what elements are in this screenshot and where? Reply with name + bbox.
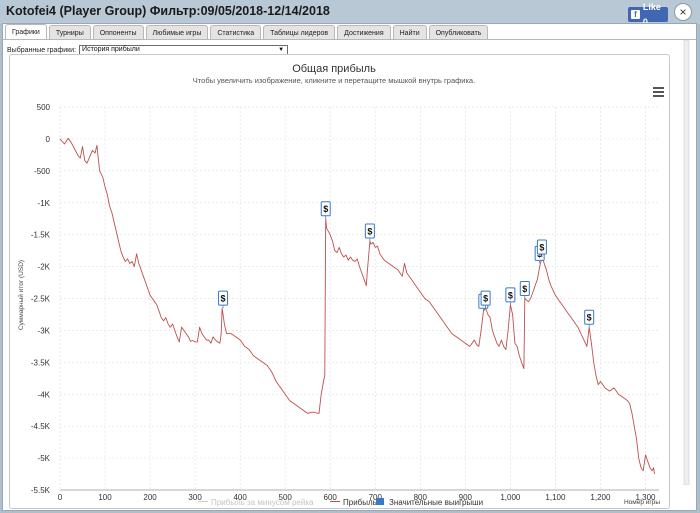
tab-2[interactable]: Оппоненты xyxy=(92,25,144,40)
x-tick-label: 800 xyxy=(414,493,428,502)
significant-win-marker[interactable]: $ xyxy=(218,290,229,309)
close-button[interactable]: × xyxy=(674,3,692,21)
significant-wins-layer[interactable]: $$$$$$$$$$ xyxy=(218,201,595,328)
profit-chart[interactable]: Общая прибыль Чтобы увеличить изображени… xyxy=(10,55,669,508)
chart-selector-value: История прибыли xyxy=(82,46,140,53)
significant-win-label: $ xyxy=(367,227,372,237)
legend-label: Прибыль xyxy=(343,498,377,507)
y-tick-label: 500 xyxy=(37,103,51,112)
y-tick-label: -1.5K xyxy=(31,231,51,240)
significant-win-label: $ xyxy=(221,294,226,304)
chart-selector-label: Выбранные графики: xyxy=(7,46,77,54)
series-layer xyxy=(59,137,655,475)
legend-item-1[interactable]: Прибыль xyxy=(330,498,377,507)
tab-4[interactable]: Статистика xyxy=(210,25,262,40)
tab-0[interactable]: Графики xyxy=(5,24,47,40)
significant-win-marker[interactable]: $ xyxy=(536,239,547,258)
y-axis-label: Суммарный итог (USD) xyxy=(17,260,25,330)
significant-win-label: $ xyxy=(539,243,544,253)
x-tick-label: 1,100 xyxy=(545,493,566,502)
significant-win-marker[interactable]: $ xyxy=(519,281,530,299)
x-tick-label: 1,300 xyxy=(635,493,656,502)
y-tick-label: 0 xyxy=(46,135,51,144)
chart-container[interactable]: Общая прибыль Чтобы увеличить изображени… xyxy=(9,54,670,509)
series-line-profit xyxy=(59,137,655,475)
legend-swatch xyxy=(376,498,384,505)
y-tick-label: -3K xyxy=(38,326,51,335)
significant-win-marker[interactable]: $ xyxy=(320,201,331,219)
x-tick-label: 0 xyxy=(58,493,63,502)
facebook-like-label: Like 0 xyxy=(642,1,661,27)
x-tick-label: 1,000 xyxy=(500,493,521,502)
tab-divider xyxy=(3,39,696,40)
legend-label: Значительные выигрыши xyxy=(389,498,483,507)
window-title: Kotofei4 (Player Group) Фильтр:09/05/201… xyxy=(6,4,330,18)
x-tick-label: 300 xyxy=(188,493,202,502)
legend-item-2[interactable]: Значительные выигрыши xyxy=(376,498,483,507)
x-tick-label: 200 xyxy=(143,493,157,502)
y-tick-label: -3.5K xyxy=(31,358,51,367)
chart-subtitle: Чтобы увеличить изображение, кликните и … xyxy=(193,76,475,85)
tab-7[interactable]: Найти xyxy=(392,25,427,40)
legend-item-0[interactable]: Прибыль за минусом рейка xyxy=(198,498,314,507)
tab-5[interactable]: Таблицы лидеров xyxy=(263,25,336,40)
facebook-icon: f xyxy=(631,10,640,19)
y-tick-label: -4K xyxy=(38,390,51,399)
chevron-down-icon: ▼ xyxy=(278,47,285,53)
title-bar: Kotofei4 (Player Group) Фильтр:09/05/201… xyxy=(0,0,700,27)
significant-win-marker[interactable]: $ xyxy=(584,309,595,328)
tab-3[interactable]: Любимые игры xyxy=(145,25,209,40)
x-tick-label: 600 xyxy=(324,493,338,502)
x-tick-label: 1,200 xyxy=(590,493,611,502)
main-panel: Графики Турниры Оппоненты Любимые игры Стати… xyxy=(2,23,697,511)
y-tick-label: -1K xyxy=(38,199,51,208)
y-tick-label: -500 xyxy=(34,167,51,176)
significant-win-marker[interactable]: $ xyxy=(364,223,375,242)
significant-win-marker[interactable]: $ xyxy=(505,287,516,305)
chart-title: Общая прибыль xyxy=(292,63,376,75)
legend-label: Прибыль за минусом рейка xyxy=(211,498,314,507)
x-tick-label: 100 xyxy=(98,493,112,502)
legend[interactable]: Прибыль за минусом рейка Прибыль Значитель… xyxy=(198,498,483,507)
tab-1[interactable]: Турниры xyxy=(48,25,91,40)
significant-win-label: $ xyxy=(522,284,527,294)
significant-win-label: $ xyxy=(323,204,328,214)
y-tick-label: -5.5K xyxy=(31,486,51,495)
x-tick-label: 400 xyxy=(233,493,247,502)
significant-win-label: $ xyxy=(483,294,488,304)
significant-win-label: $ xyxy=(587,313,592,323)
axes: 500 0 -500 -1K -1.5K -2K -2.5K -3K -3.5K -4K -4.5K… xyxy=(31,103,659,502)
scrollbar[interactable] xyxy=(683,39,690,486)
tab-8[interactable]: Опубликовать xyxy=(428,25,489,40)
y-tick-label: -2.5K xyxy=(31,295,51,304)
tab-6[interactable]: Достижения xyxy=(337,25,391,40)
y-tick-label: -2K xyxy=(38,263,51,272)
significant-win-marker[interactable]: $ xyxy=(480,290,491,309)
grid xyxy=(59,106,659,491)
menu-icon[interactable] xyxy=(653,87,664,97)
x-tick-label: 500 xyxy=(279,493,293,502)
tab-bar: Графики Турниры Оппоненты Любимые игры Стати… xyxy=(5,24,489,40)
facebook-like-button[interactable]: f Like 0 xyxy=(628,2,668,27)
y-tick-label: -5K xyxy=(38,454,51,463)
y-tick-label: -4.5K xyxy=(31,422,51,431)
x-axis-label: Номер игры xyxy=(624,499,660,506)
x-tick-label: 700 xyxy=(369,493,383,502)
x-tick-label: 900 xyxy=(459,493,473,502)
significant-win-label: $ xyxy=(508,290,513,300)
